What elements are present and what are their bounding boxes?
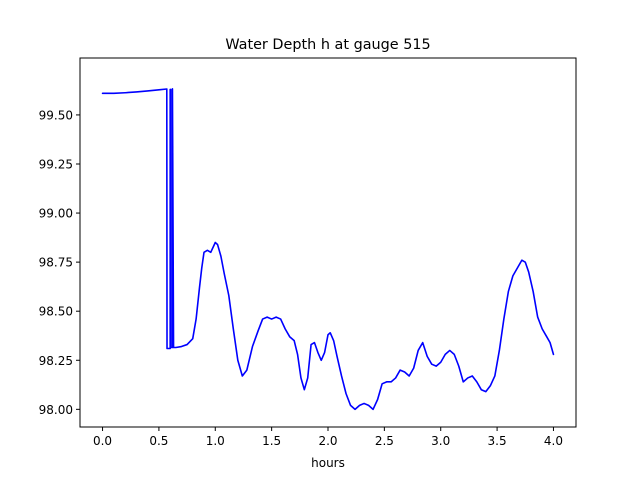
x-tick-label: 3.5	[488, 434, 507, 448]
y-tick-label: 99.25	[39, 157, 73, 171]
x-tick-label: 2.5	[375, 434, 394, 448]
y-tick-label: 98.75	[39, 256, 73, 270]
x-tick-label: 1.0	[206, 434, 225, 448]
y-tick-label: 98.00	[39, 403, 73, 417]
x-tick-label: 3.0	[431, 434, 450, 448]
ticks-layer: 0.0 0.5 1.0 1.5 2.0 2.5 3.0 3.5 4.0 98.00 98.25 98.…	[39, 108, 563, 448]
y-tick-label: 99.00	[39, 207, 73, 221]
x-tick-label: 1.5	[262, 434, 281, 448]
chart-title: Water Depth h at gauge 515	[225, 37, 430, 53]
series-line	[101, 88, 555, 411]
axes-frame	[79, 57, 577, 428]
series-layer	[101, 88, 555, 411]
x-tick-label: 4.0	[544, 434, 563, 448]
y-tick-label: 98.25	[39, 354, 73, 368]
y-tick-label: 98.50	[39, 305, 73, 319]
x-tick-label: 0.0	[93, 434, 112, 448]
plot-area	[80, 58, 576, 427]
x-tick-label: 0.5	[149, 434, 168, 448]
x-tick-label: 2.0	[318, 434, 337, 448]
x-axis-label: hours	[311, 456, 345, 470]
y-tick-label: 99.50	[39, 108, 73, 122]
